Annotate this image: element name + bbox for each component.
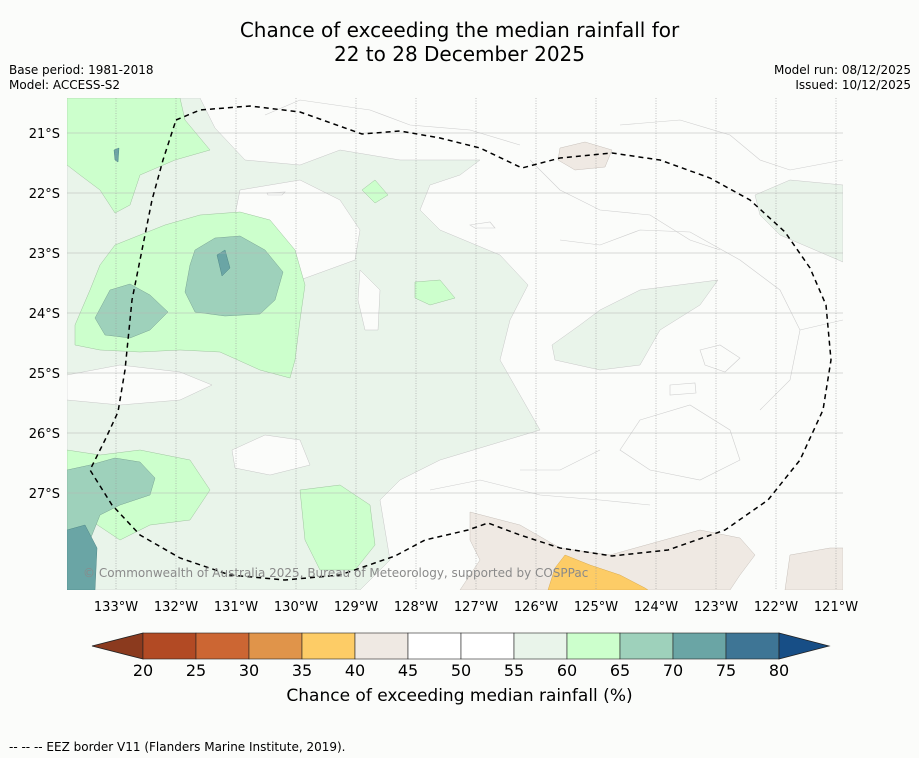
colorbar-segment — [460, 632, 515, 660]
contour-70-75-c — [113, 147, 120, 163]
colorbar-extend-low — [91, 632, 144, 660]
contour-50-55-south — [231, 434, 311, 476]
colorbar-segment — [407, 632, 462, 660]
colorbar-tick: 65 — [610, 661, 630, 680]
lon-label: 124°W — [634, 600, 678, 615]
contour-60-65-patch-b — [361, 179, 389, 204]
colorbar-tick: 20 — [133, 661, 153, 680]
lon-label: 133°W — [94, 600, 138, 615]
lon-label: 130°W — [274, 600, 318, 615]
contour-lines — [264, 99, 843, 506]
colorbar-segment — [619, 632, 674, 660]
colorbar-segment — [725, 632, 780, 660]
title-line-1: Chance of exceeding the median rainfall … — [239, 18, 680, 42]
colorbar-tick: 60 — [557, 661, 577, 680]
colorbar-segment — [354, 632, 409, 660]
lon-label: 121°W — [814, 600, 858, 615]
lat-label: 25°S — [29, 367, 60, 382]
eez-border-line — [89, 105, 832, 581]
lat-label: 27°S — [29, 487, 60, 502]
colorbar-tick: 40 — [345, 661, 365, 680]
map-plot — [67, 98, 843, 590]
colorbar-tick: 75 — [716, 661, 736, 680]
copyright-credit: © Commonwealth of Australia 2025, Bureau… — [83, 566, 588, 580]
colorbar-label: Chance of exceeding median rainfall (%) — [286, 686, 633, 706]
model-name: Model: ACCESS-S2 — [9, 78, 121, 92]
map-title: Chance of exceeding the median rainfall … — [0, 18, 919, 66]
contour-70-75-a — [216, 249, 231, 277]
contour-35-40 — [547, 554, 649, 590]
lon-label: 132°W — [154, 600, 198, 615]
lat-label: 26°S — [29, 427, 60, 442]
meta-left: Base period: 1981-2018 Model: ACCESS-S2 — [9, 63, 154, 93]
lon-label: 128°W — [394, 600, 438, 615]
contour-55-60-far-east — [754, 179, 843, 263]
lat-labels: 21°S 22°S 23°S 24°S 25°S 26°S 27°S — [29, 127, 60, 502]
lon-label: 126°W — [514, 600, 558, 615]
lon-labels: 133°W 132°W 131°W 130°W 129°W 128°W 127°… — [94, 600, 858, 615]
contour-40-45-east — [784, 547, 843, 590]
colorbar-segment — [672, 632, 727, 660]
colorbar-tick: 35 — [292, 661, 312, 680]
lon-label: 122°W — [754, 600, 798, 615]
colorbar-tick: 70 — [663, 661, 683, 680]
graticule — [67, 98, 843, 590]
lon-label: 131°W — [214, 600, 258, 615]
colorbar-extend-high — [778, 632, 831, 660]
colorbar-tick: 45 — [398, 661, 418, 680]
colorbar-segment — [566, 632, 621, 660]
lon-label: 123°W — [694, 600, 738, 615]
meta-right: Model run: 08/12/2025 Issued: 10/12/2025 — [774, 63, 911, 93]
lon-label: 127°W — [454, 600, 498, 615]
contour-50-55-sw — [67, 364, 213, 406]
lat-label: 24°S — [29, 307, 60, 322]
model-run: Model run: 08/12/2025 — [773, 63, 911, 77]
contour-60-65-patch-a — [414, 279, 456, 306]
lat-label: 22°S — [29, 187, 60, 202]
contour-55-60-east — [551, 279, 719, 371]
colorbar — [91, 632, 831, 660]
colorbar-tick: 55 — [504, 661, 524, 680]
colorbar-segment — [248, 632, 303, 660]
lon-label: 125°W — [574, 600, 618, 615]
colorbar-ticks: 20 25 30 35 40 45 50 55 60 65 70 75 80 — [133, 661, 789, 680]
colorbar-segment — [142, 632, 197, 660]
contour-50-55-mid — [357, 269, 381, 331]
lat-label: 21°S — [29, 127, 60, 142]
colorbar-segment — [195, 632, 250, 660]
lat-label: 23°S — [29, 247, 60, 262]
base-period: Base period: 1981-2018 — [9, 63, 154, 77]
colorbar-tick: 30 — [239, 661, 259, 680]
colorbar-segment — [301, 632, 356, 660]
colorbar-segment — [513, 632, 568, 660]
contour-70-75-b — [67, 524, 98, 590]
colorbar-tick: 50 — [451, 661, 471, 680]
title-line-2: 22 to 28 December 2025 — [333, 42, 585, 66]
issued-date: Issued: 10/12/2025 — [795, 78, 911, 92]
colorbar-tick: 25 — [186, 661, 206, 680]
eez-footnote: -- -- -- EEZ border V11 (Flanders Marine… — [9, 740, 346, 754]
colorbar-tick: 80 — [769, 661, 789, 680]
lon-label: 129°W — [334, 600, 378, 615]
